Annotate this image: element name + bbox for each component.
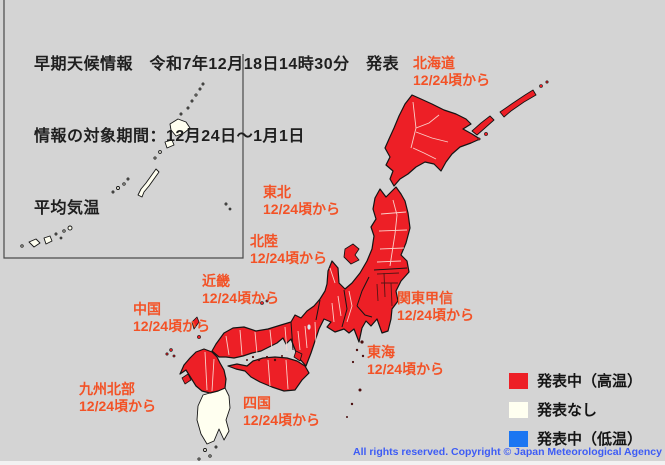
header-element-line: 平均気温 — [34, 200, 101, 217]
header-period-line: 情報の対象期間：12月24日～1月1日 — [34, 128, 305, 145]
legend-item-announced-high: 発表中（高温） — [509, 366, 642, 395]
legend-label: 発表中（低温） — [537, 431, 643, 448]
region-start-date: 12/24頃から — [202, 290, 280, 306]
region-label-chugoku: 中国 12/24頃から — [133, 301, 210, 335]
no-announcement-areas — [20, 82, 232, 461]
legend-swatch-high-temp — [509, 372, 528, 389]
inset-box — [3, 0, 244, 259]
region-name: 四国 — [243, 395, 271, 411]
region-boundaries — [290, 267, 408, 351]
oki-islands — [260, 301, 264, 305]
region-start-date: 12/24頃から — [263, 201, 341, 217]
region-label-kyushu-north: 九州北部 12/24頃から — [79, 381, 156, 415]
legend-label: 発表なし — [537, 402, 598, 419]
legend-swatch-none — [509, 401, 528, 418]
kyushu-south-landmass — [196, 387, 231, 445]
region-start-date: 12/24頃から — [413, 72, 491, 88]
tsushima-island — [191, 316, 200, 330]
kanto-prefecture-lines — [376, 272, 400, 307]
region-start-date: 12/24頃から — [250, 250, 328, 266]
region-start-date: 12/24頃から — [133, 318, 211, 334]
region-name: 東北 — [263, 184, 291, 200]
legend-item-announced-low: 発表中（低温） — [509, 424, 642, 453]
sado-island — [343, 243, 360, 265]
region-start-date: 12/24頃から — [243, 412, 321, 428]
legend-label: 発表中（高温） — [537, 373, 643, 390]
region-label-shikoku: 四国 12/24頃から — [243, 395, 320, 429]
region-start-date: 12/24頃から — [79, 398, 157, 414]
region-name: 九州北部 — [79, 381, 135, 397]
island-amami — [169, 118, 191, 137]
region-label-tokai: 東海 12/24頃から — [367, 344, 444, 378]
announced-high-regions — [165, 80, 549, 394]
small-islets — [246, 340, 365, 418]
legend: 発表中（高温） 発表なし 発表中（低温） — [509, 366, 642, 453]
region-name: 近畿 — [202, 273, 230, 289]
kyushu-north-landmass — [179, 348, 227, 394]
region-name: 関東甲信 — [397, 290, 453, 306]
region-name: 北海道 — [413, 55, 455, 71]
region-start-date: 12/24頃から — [397, 307, 475, 323]
legend-swatch-low-temp — [509, 430, 528, 447]
hokkaido-landmass — [384, 94, 481, 187]
region-label-hokuriku: 北陸 12/24頃から — [250, 233, 327, 267]
lake-biwa — [307, 324, 311, 330]
island-ishigaki — [43, 235, 53, 245]
region-label-kinki: 近畿 12/24頃から — [202, 273, 279, 307]
shikoku-landmass — [227, 356, 310, 392]
iki-island — [197, 335, 201, 339]
prefecture-boundaries — [204, 101, 449, 392]
bottom-margin-strip — [0, 461, 665, 465]
region-label-hokkaido: 北海道 12/24頃から — [413, 55, 490, 89]
copyright-notice: All rights reserved. Copyright © Japan M… — [352, 446, 662, 458]
kuril-island-2 — [499, 89, 537, 118]
region-start-date: 12/24頃から — [367, 361, 445, 377]
region-name: 北陸 — [250, 233, 278, 249]
island-tokunoshima — [164, 139, 175, 149]
awaji-island — [293, 350, 303, 362]
island-iriomote — [28, 238, 41, 248]
island-okinawa-main — [137, 168, 160, 198]
kuril-island-1 — [471, 115, 495, 136]
header-text-block: 早期天候情報 令和7年12月18日14時30分 発表 情報の対象期間：12月24… — [34, 5, 399, 269]
region-name: 中国 — [133, 301, 161, 317]
header-title-line: 早期天候情報 令和7年12月18日14時30分 発表 — [34, 56, 400, 73]
legend-item-no-announcement: 発表なし — [509, 395, 642, 424]
region-label-tohoku: 東北 12/24頃から — [263, 184, 340, 218]
amakusa-island — [181, 373, 192, 385]
region-label-kanto-koshin: 関東甲信 12/24頃から — [397, 290, 474, 324]
region-name: 東海 — [367, 344, 395, 360]
